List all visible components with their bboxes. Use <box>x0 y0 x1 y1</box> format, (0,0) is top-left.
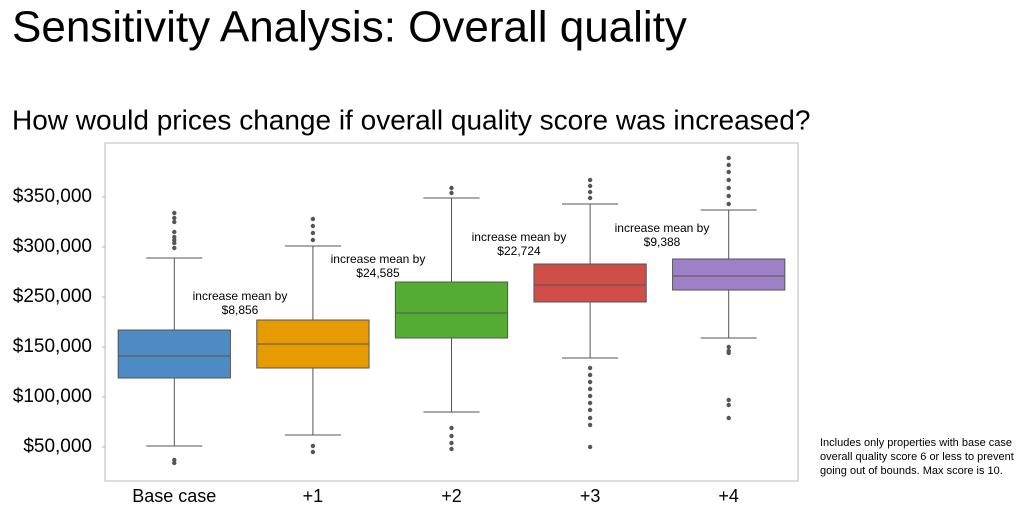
outlier <box>587 372 593 378</box>
x-tick-label: +2 <box>441 486 462 506</box>
outlier <box>172 245 177 251</box>
footnote: Includes only properties with base case … <box>820 437 1014 477</box>
outlier <box>172 210 177 216</box>
y-tick-label: $250,000 <box>13 286 92 307</box>
annotation: increase mean by <box>472 230 567 244</box>
y-tick-label: $300,000 <box>13 236 92 257</box>
y-tick-label: $150,000 <box>13 336 92 357</box>
outlier <box>726 177 731 183</box>
annotation: increase mean by <box>615 221 710 235</box>
box <box>117 329 231 379</box>
outlier <box>172 219 177 225</box>
outlier <box>587 415 593 421</box>
outlier <box>587 379 593 385</box>
outlier <box>587 189 593 195</box>
outlier <box>587 407 593 413</box>
outlier <box>726 162 731 168</box>
outlier <box>726 397 731 403</box>
outlier <box>449 425 454 431</box>
x-tick-label: Base case <box>132 486 216 506</box>
annotation: $9,388 <box>644 235 681 249</box>
y-tick-label: $350,000 <box>13 186 92 207</box>
outlier <box>587 183 593 189</box>
outlier <box>587 195 593 201</box>
outlier <box>310 230 316 236</box>
outlier <box>172 215 177 221</box>
outlier <box>310 237 316 243</box>
box <box>394 281 509 339</box>
outlier <box>310 443 316 449</box>
box <box>672 258 786 291</box>
y-tick-label: $100,000 <box>13 386 92 407</box>
annotation: $8,856 <box>222 303 259 317</box>
outlier <box>587 444 593 450</box>
annotation: $24,585 <box>356 266 400 280</box>
outlier <box>172 240 177 246</box>
slide-subtitle: How would prices change if overall quali… <box>12 104 810 135</box>
annotation: increase mean by <box>331 252 426 266</box>
outlier <box>726 350 731 356</box>
x-tick-label: +1 <box>303 486 324 506</box>
outlier <box>310 449 316 455</box>
outlier <box>726 402 731 408</box>
outlier <box>449 185 454 191</box>
outlier <box>726 344 731 350</box>
outlier <box>726 201 731 207</box>
outlier <box>587 177 593 183</box>
annotation: increase mean by <box>193 289 288 303</box>
slide-title: Sensitivity Analysis: Overall quality <box>12 3 687 52</box>
outlier <box>449 446 454 452</box>
outlier <box>587 422 593 428</box>
outlier <box>310 223 316 229</box>
outlier <box>310 216 316 222</box>
outlier <box>172 229 177 235</box>
y-tick-label: $50,000 <box>23 436 92 457</box>
outlier <box>726 169 731 175</box>
annotation: $22,724 <box>497 244 541 258</box>
outlier <box>449 433 454 439</box>
outlier <box>587 393 593 399</box>
outlier <box>587 386 593 392</box>
outlier <box>587 365 593 371</box>
outlier <box>726 185 731 191</box>
outlier <box>726 155 731 161</box>
outlier <box>449 440 454 446</box>
outlier <box>726 415 731 421</box>
box <box>533 263 647 303</box>
outlier <box>449 190 454 196</box>
x-tick-label: +4 <box>718 486 739 506</box>
plot-frame <box>104 142 799 482</box>
outlier <box>587 400 593 406</box>
x-tick-label: +3 <box>580 486 601 506</box>
outlier <box>726 193 731 199</box>
outlier <box>172 460 177 466</box>
